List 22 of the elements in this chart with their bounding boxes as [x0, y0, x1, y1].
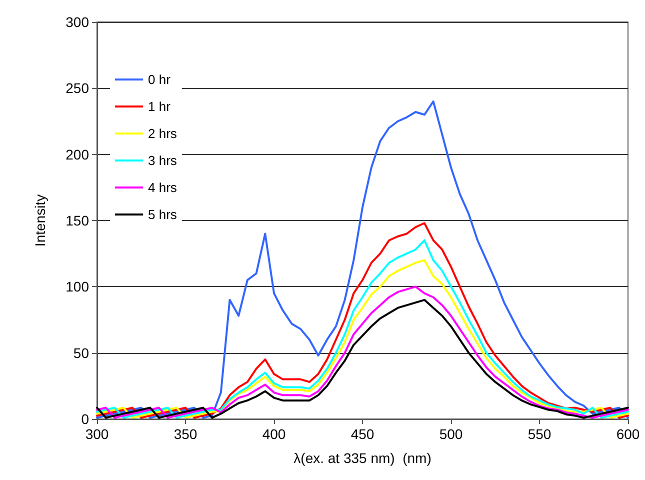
legend-label: 3 hrs [148, 153, 178, 168]
x-tick-label: 400 [262, 426, 286, 442]
legend-label: 4 hrs [148, 180, 178, 195]
x-tick-label: 600 [616, 426, 640, 442]
legend-label: 0 hr [148, 72, 172, 87]
y-tick-label: 150 [66, 212, 90, 228]
legend-label: 5 hrs [148, 207, 178, 222]
y-tick-label: 200 [66, 146, 90, 162]
legend-label: 1 hr [148, 99, 172, 114]
x-tick-label: 350 [174, 426, 198, 442]
y-tick-label: 100 [66, 278, 90, 295]
x-axis-title: λ(ex. at 335 nm) (nm) [294, 450, 432, 466]
x-tick-label: 450 [350, 426, 374, 442]
x-tick-label: 500 [439, 426, 463, 442]
y-tick-label: 0 [81, 411, 90, 427]
x-tick-label: 300 [85, 426, 109, 442]
y-tick-label: 250 [66, 80, 90, 96]
y-tick-label: 50 [73, 344, 90, 361]
x-tick-label: 550 [528, 426, 552, 442]
y-axis-title: Intensity [32, 194, 48, 247]
y-tick-label: 300 [66, 14, 90, 30]
legend-label: 2 hrs [148, 126, 178, 141]
